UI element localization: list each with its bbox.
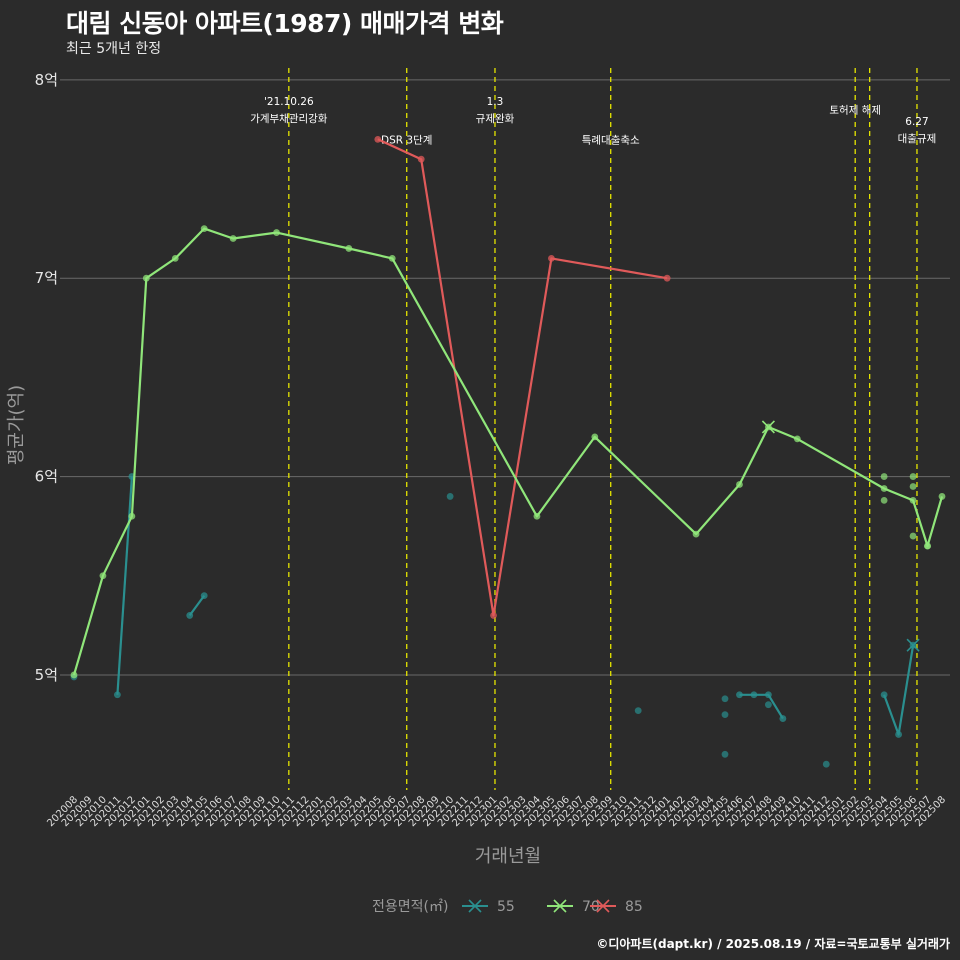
data-point-70 (880, 496, 888, 504)
data-point-70 (909, 532, 917, 540)
data-point-70 (924, 542, 931, 550)
data-point-55 (750, 691, 758, 699)
chart-subtitle: 최근 5개년 한정 (66, 41, 162, 57)
legend-item-70: 70 (547, 899, 600, 915)
data-point-70 (591, 433, 599, 441)
data-point-70 (345, 245, 353, 252)
series-line-55 (116, 476, 133, 695)
event-label: 토허제 해제 (829, 104, 881, 117)
data-point-70 (909, 473, 917, 480)
data-point-55 (895, 731, 902, 738)
series-line-55 (883, 645, 915, 736)
data-point-70 (229, 235, 237, 242)
data-point-85 (417, 155, 425, 163)
data-point-70 (880, 473, 888, 480)
data-point-85 (374, 135, 382, 143)
data-point-55 (186, 612, 194, 619)
y-tick-label: 7억 (35, 269, 58, 287)
data-point-55 (200, 592, 208, 599)
y-tick-label: 5억 (35, 666, 58, 684)
data-point-70 (200, 225, 208, 233)
legend-key-mark (468, 899, 482, 913)
data-point-85 (548, 254, 555, 262)
event-label: 가계부채관리강화 (250, 113, 328, 125)
event-label: 규제완화 (476, 112, 515, 125)
data-point-70 (880, 485, 888, 492)
series-line-85 (377, 138, 668, 617)
data-point-55 (114, 691, 121, 699)
data-point-55 (721, 711, 729, 719)
y-tick-label: 6억 (35, 468, 58, 486)
data-point-85 (663, 274, 671, 282)
data-point-55 (765, 691, 772, 699)
source-caption: ©디아파트(dapt.kr) / 2025.08.19 / 자료=국토교통부 실… (596, 937, 950, 951)
data-point-70 (692, 530, 700, 538)
data-point-70 (171, 254, 179, 262)
y-gridlines (60, 79, 950, 676)
data-point-55 (779, 715, 787, 722)
legend-key-mark (596, 899, 610, 913)
data-point-70 (388, 254, 396, 262)
data-point-70 (99, 572, 107, 580)
data-point-70 (273, 229, 280, 236)
legend-title: 전용면적(㎡) (372, 899, 448, 915)
data-point-70 (142, 274, 150, 282)
legend-item-55: 55 (462, 899, 515, 915)
x-marker-55 (906, 638, 920, 652)
y-tick-label: 8억 (35, 71, 58, 89)
data-series (70, 135, 946, 768)
legend-label: 55 (497, 899, 515, 915)
data-point-70 (938, 493, 946, 500)
data-point-70 (909, 496, 917, 504)
x-marker-stroke (761, 420, 775, 434)
x-axis-title: 거래년월 (475, 846, 541, 867)
legend: 전용면적(㎡) 55 70 85 (372, 899, 643, 915)
legend-key-mark (553, 899, 567, 913)
event-label: DSR 3단계 (381, 134, 432, 146)
legend-item-85: 85 (590, 899, 643, 915)
data-point-55 (634, 707, 642, 715)
event-label: 특례대출축소 (582, 134, 640, 146)
data-point-55 (822, 760, 830, 768)
y-axis-title: 평균가(억) (6, 385, 27, 465)
data-point-55 (765, 701, 772, 709)
x-axis: 2020082020092020102020112020122021012021… (45, 794, 948, 829)
data-point-70 (909, 483, 917, 490)
series-line-55 (188, 594, 206, 617)
event-label: 6.27 (905, 116, 928, 128)
data-point-55 (880, 691, 888, 699)
data-point-55 (736, 691, 743, 699)
series-line-70 (72, 227, 944, 676)
data-point-85 (490, 612, 497, 619)
series-line-55 (739, 693, 784, 720)
event-label: 대출규제 (898, 133, 937, 145)
data-point-70 (736, 481, 743, 488)
event-label: '21.10.26 (264, 96, 314, 108)
data-point-55 (721, 750, 729, 758)
data-point-70 (533, 512, 541, 520)
x-marker-stroke (906, 638, 920, 652)
event-label: 1.3 (487, 96, 504, 108)
chart-title: 대림 신동아 아파트(1987) 매매가격 변화 (66, 9, 504, 38)
data-point-70 (128, 512, 136, 520)
data-point-70 (793, 435, 801, 443)
y-axis: 5억 6억 7억 8억 (35, 71, 58, 684)
legend-label: 85 (625, 899, 643, 915)
data-point-55 (446, 493, 454, 500)
data-point-55 (721, 695, 729, 703)
x-marker-70 (761, 420, 775, 434)
data-point-70 (70, 671, 78, 679)
